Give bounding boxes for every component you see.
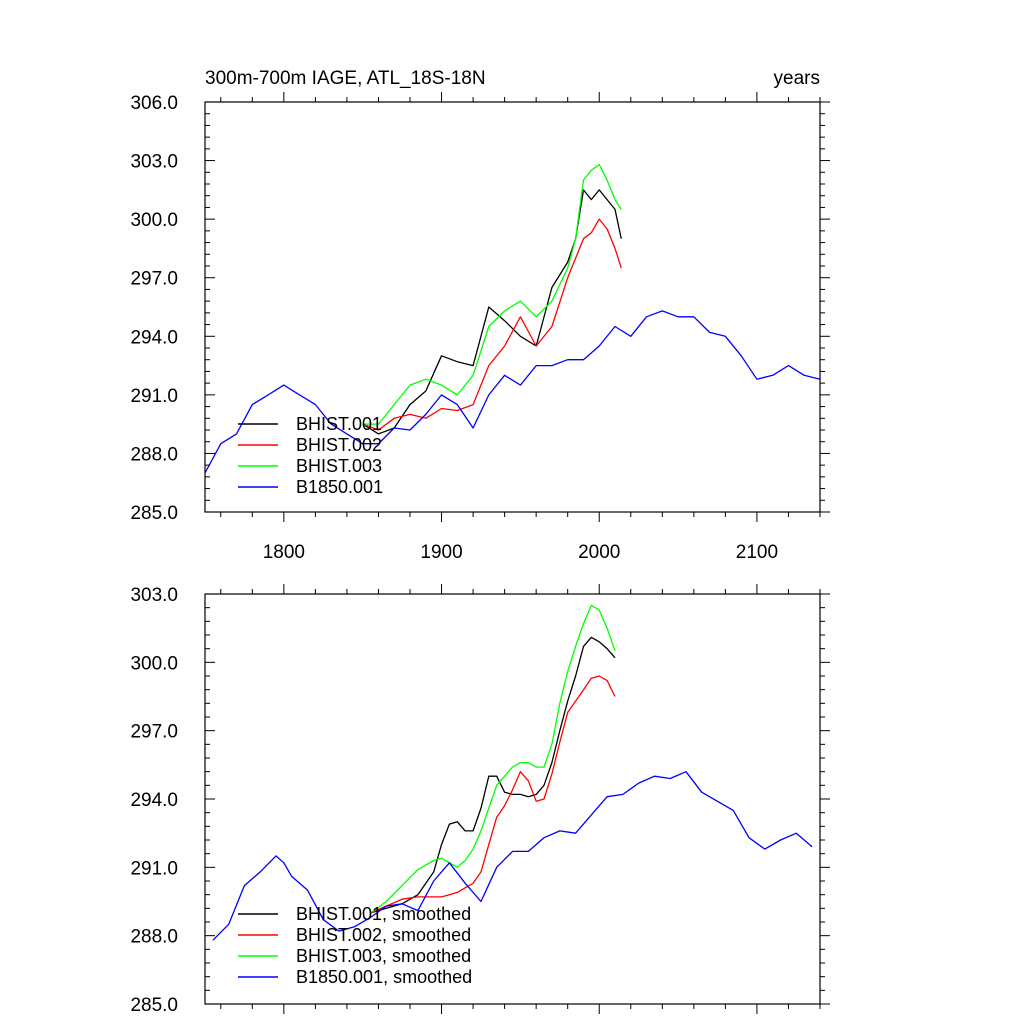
series-line-b1850-001-smoothed: [212, 771, 813, 941]
legend-label-bhist-001-smoothed: BHIST.001, smoothed: [296, 904, 471, 924]
bottom-panel: 285.0 288.0 291.0 294.0 297.0 300.0 303.0 BHIS…: [130, 584, 830, 1016]
y-tick-label: 303.0: [130, 152, 178, 173]
top-axis-ticks: 285.0 288.0 291.0 294.0 297.0 300.0 303.0 306.0…: [130, 92, 830, 563]
legend-label-bhist-003-smoothed: BHIST.003, smoothed: [296, 946, 471, 966]
y-tick-label: 294.0: [130, 790, 178, 811]
series-line-bhist-001-smoothed: [370, 636, 616, 914]
x-tick-label: 2000: [578, 542, 620, 563]
y-tick-label: 303.0: [130, 585, 178, 606]
top-plot-frame: [204, 101, 821, 513]
legend-label-bhist-001: BHIST.001: [296, 414, 382, 434]
legend-label-bhist-002-smoothed: BHIST.002, smoothed: [296, 925, 471, 945]
y-tick-label: 288.0: [130, 444, 178, 465]
legend-label-b1850-001: B1850.001: [296, 477, 383, 497]
series-line-bhist-002-smoothed: [370, 675, 616, 914]
x-tick-label: 2100: [736, 542, 778, 563]
chart-title: 300m-700m IAGE, ATL_18S-18N: [205, 68, 486, 89]
y-tick-label: 288.0: [130, 927, 178, 948]
units-label: years: [774, 68, 820, 89]
legend-label-bhist-003: BHIST.003: [296, 456, 382, 476]
y-tick-label: 285.0: [130, 995, 178, 1016]
y-tick-label: 297.0: [130, 722, 178, 743]
x-tick-label: 1800: [263, 542, 305, 563]
series-line-bhist-003-smoothed: [370, 604, 616, 914]
y-tick-label: 294.0: [130, 327, 178, 348]
series-line-b1850-001: [204, 310, 821, 474]
series-line-bhist-001: [362, 189, 622, 435]
series-line-bhist-003: [362, 163, 622, 425]
y-tick-label: 300.0: [130, 210, 178, 231]
legend-label-bhist-002: BHIST.002: [296, 435, 382, 455]
y-tick-label: 300.0: [130, 653, 178, 674]
y-tick-label: 291.0: [130, 858, 178, 879]
series-line-bhist-002: [362, 218, 622, 431]
legend-label-b1850-001-smoothed: B1850.001, smoothed: [296, 967, 472, 987]
y-tick-label: 306.0: [130, 93, 178, 114]
top-panel: 300m-700m IAGE, ATL_18S-18N years 285.02…: [130, 68, 830, 563]
bottom-plot-lines: [212, 604, 813, 941]
y-tick-label: 285.0: [130, 503, 178, 524]
y-tick-label: 297.0: [130, 269, 178, 290]
top-plot-lines: [204, 163, 821, 474]
bottom-axis-ticks: 285.0 288.0 291.0 294.0 297.0 300.0 303.0: [130, 584, 830, 1016]
y-tick-label: 291.0: [130, 386, 178, 407]
x-tick-label: 1900: [420, 542, 462, 563]
